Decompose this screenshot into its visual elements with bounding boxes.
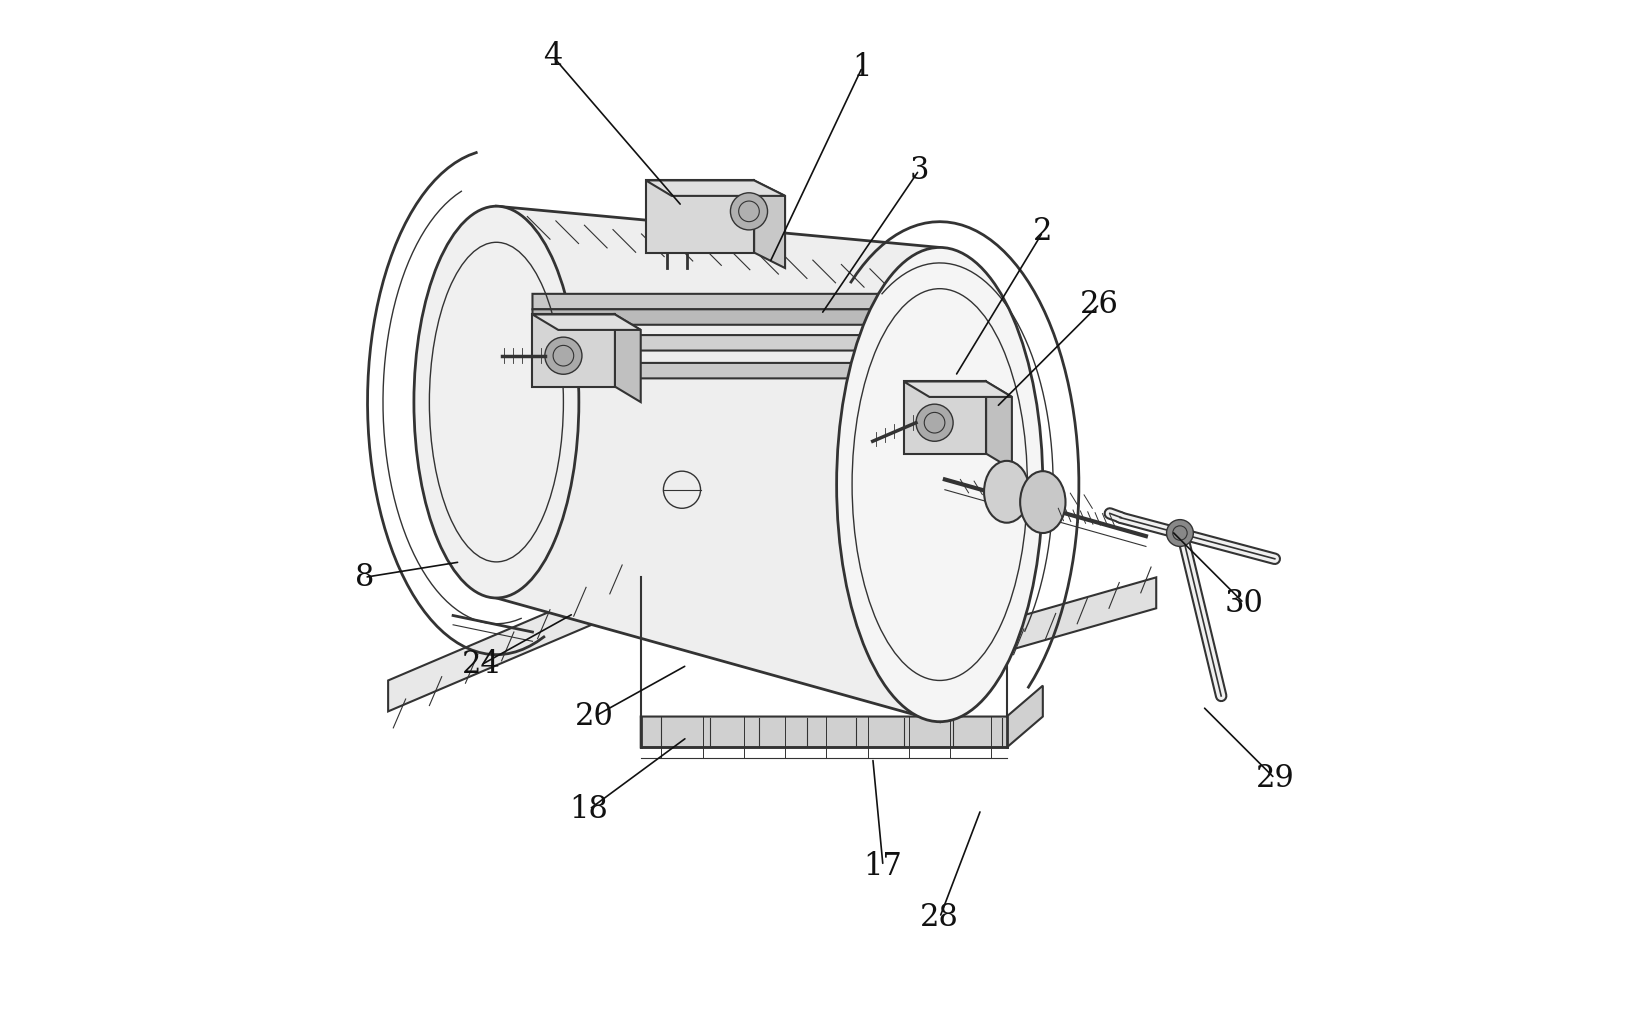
Ellipse shape	[984, 461, 1030, 523]
Polygon shape	[532, 314, 615, 387]
Polygon shape	[388, 577, 630, 711]
Text: 4: 4	[543, 41, 563, 72]
Ellipse shape	[415, 206, 579, 598]
Polygon shape	[532, 309, 981, 340]
Polygon shape	[904, 381, 986, 454]
Text: 28: 28	[920, 902, 960, 933]
Text: 18: 18	[570, 794, 609, 825]
Polygon shape	[532, 335, 945, 366]
Text: 3: 3	[909, 155, 929, 186]
Polygon shape	[532, 314, 641, 330]
Ellipse shape	[545, 337, 583, 374]
Ellipse shape	[731, 193, 767, 230]
Text: 26: 26	[1080, 289, 1120, 320]
Ellipse shape	[916, 404, 953, 441]
Polygon shape	[754, 180, 785, 268]
Polygon shape	[532, 294, 981, 325]
Polygon shape	[986, 381, 1012, 469]
Text: 24: 24	[462, 650, 501, 680]
Ellipse shape	[1020, 471, 1066, 533]
Polygon shape	[641, 686, 1043, 747]
Text: 8: 8	[354, 562, 374, 593]
Text: 17: 17	[863, 851, 902, 882]
Polygon shape	[496, 206, 940, 722]
Text: 29: 29	[1255, 763, 1294, 794]
Text: 2: 2	[1033, 217, 1053, 247]
Polygon shape	[532, 363, 945, 394]
Polygon shape	[615, 314, 641, 402]
Polygon shape	[940, 577, 1155, 670]
Polygon shape	[646, 180, 785, 196]
Text: 20: 20	[574, 701, 614, 732]
Text: 1: 1	[852, 52, 871, 82]
Text: 30: 30	[1224, 588, 1263, 619]
Polygon shape	[646, 180, 754, 253]
Ellipse shape	[1167, 520, 1193, 546]
Polygon shape	[904, 381, 1012, 397]
Ellipse shape	[837, 247, 1043, 722]
